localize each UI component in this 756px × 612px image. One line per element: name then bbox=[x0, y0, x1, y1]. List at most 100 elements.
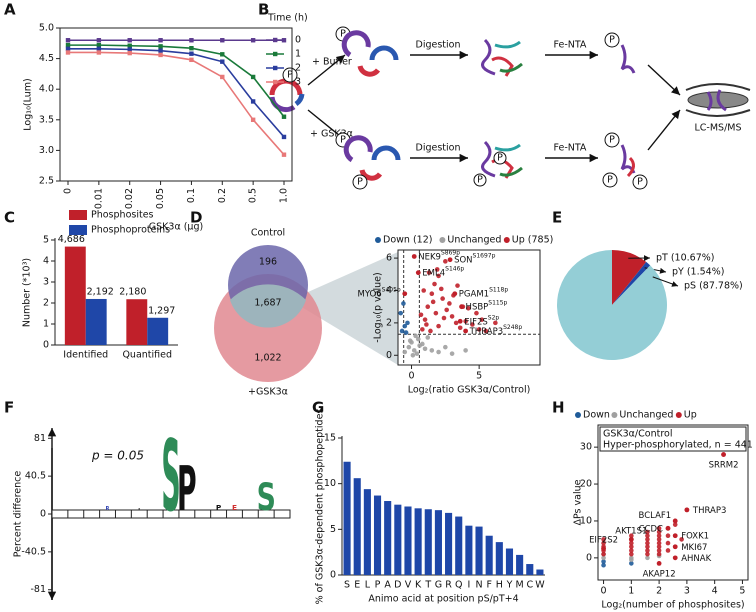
point bbox=[127, 43, 132, 48]
point bbox=[474, 310, 479, 316]
legend-swatch bbox=[69, 225, 87, 235]
annotation: PGAM1S118p bbox=[459, 287, 509, 300]
point bbox=[656, 529, 662, 535]
point bbox=[656, 551, 662, 557]
logo-letter: R bbox=[106, 506, 110, 512]
point bbox=[436, 273, 441, 279]
leader-line bbox=[652, 276, 679, 287]
point bbox=[601, 551, 606, 557]
point bbox=[425, 335, 431, 340]
point bbox=[65, 42, 71, 48]
box-text: Hyper-phosphorylated, n = 441 bbox=[603, 440, 753, 451]
point bbox=[65, 50, 71, 55]
annotation: EIF2SS2p bbox=[464, 314, 499, 327]
x-tick-label: Identified bbox=[63, 350, 108, 361]
x-tick-label: M bbox=[516, 580, 524, 591]
point bbox=[402, 349, 408, 355]
phospho: P bbox=[609, 135, 615, 146]
y-tick-label: 4 bbox=[386, 285, 392, 296]
y-tick-label: 0 bbox=[330, 570, 336, 581]
y-axis-label: Log₁₀(Lum) bbox=[23, 78, 34, 130]
point bbox=[158, 38, 163, 43]
annotation: EML4S146p bbox=[422, 266, 464, 279]
y-tick-label: 30 bbox=[580, 442, 592, 453]
point bbox=[430, 299, 436, 305]
logo-letter: S bbox=[257, 476, 276, 520]
point bbox=[414, 351, 420, 356]
x-tick-label: N bbox=[475, 580, 482, 591]
legend-label: Phosphoproteins bbox=[91, 225, 170, 236]
annotated-point bbox=[684, 507, 690, 513]
annotation: EIF2S2 bbox=[589, 535, 618, 545]
x-tick-label: 4 bbox=[712, 586, 718, 597]
point bbox=[96, 38, 102, 43]
point bbox=[415, 336, 421, 342]
bar bbox=[455, 516, 463, 575]
y-tick-label: 3.5 bbox=[39, 114, 54, 125]
y-tick-label: 4.5 bbox=[39, 53, 54, 64]
annotation: FOXK1 bbox=[681, 531, 709, 541]
condition-label: + GSK3α bbox=[310, 129, 353, 140]
point bbox=[96, 46, 102, 52]
legend-label: 1 bbox=[295, 49, 301, 60]
panel-label: G bbox=[312, 399, 324, 417]
legend-marker bbox=[503, 237, 510, 243]
x-tick-label: 0 bbox=[409, 371, 415, 382]
legend-label: Up (785) bbox=[512, 235, 554, 246]
point bbox=[656, 548, 662, 553]
annotation-site: S405p bbox=[382, 287, 401, 294]
point bbox=[629, 540, 634, 546]
x-tick-label: 0.1 bbox=[186, 188, 197, 203]
point bbox=[466, 306, 471, 311]
y-tick-label: 1 bbox=[43, 319, 49, 330]
panel-label: H bbox=[552, 399, 565, 417]
annotated-point bbox=[415, 270, 421, 276]
annotation-site: S2p bbox=[488, 314, 500, 321]
point bbox=[158, 52, 163, 58]
panel-label: E bbox=[552, 209, 562, 227]
point bbox=[629, 533, 634, 539]
legend-marker bbox=[675, 412, 682, 418]
x-tick-label: 5 bbox=[739, 586, 745, 597]
point bbox=[455, 283, 460, 288]
annotation-label: SON bbox=[454, 255, 472, 265]
plot-frame bbox=[59, 27, 293, 182]
x-tick-label: C bbox=[526, 580, 533, 591]
annotation-label: FOXK1 bbox=[681, 531, 709, 541]
phospho: P bbox=[637, 177, 643, 188]
point bbox=[447, 301, 452, 306]
x-tick-label: H bbox=[496, 580, 503, 591]
bar bbox=[495, 542, 503, 575]
point bbox=[601, 562, 606, 568]
point bbox=[158, 44, 163, 49]
annotation: THRAP3 bbox=[692, 505, 727, 515]
pie-label: pT (10.67%) bbox=[656, 253, 715, 264]
point bbox=[601, 540, 606, 546]
annotation: p = 0.05 bbox=[91, 449, 144, 463]
annotation: AKAP12 bbox=[643, 569, 676, 579]
venn-label: +GSK3α bbox=[248, 387, 288, 398]
annotation: AKT1S1 bbox=[615, 526, 647, 536]
y-tick-label: -81 bbox=[30, 584, 46, 595]
annotated-point bbox=[457, 318, 463, 324]
point bbox=[403, 330, 409, 335]
point bbox=[127, 50, 132, 56]
legend-label: 3 bbox=[295, 77, 301, 88]
point bbox=[665, 540, 671, 546]
bar bbox=[394, 504, 402, 575]
logo-letter: P bbox=[138, 508, 140, 511]
y-axis-label: % of GSK3α-dependent phosphopeptides bbox=[315, 409, 326, 605]
legend-swatch bbox=[69, 210, 87, 220]
bar bbox=[445, 512, 453, 575]
annotation-label: NEK9 bbox=[418, 252, 441, 262]
x-tick-label: 0 bbox=[63, 188, 74, 194]
point bbox=[432, 281, 437, 287]
panel-label: C bbox=[4, 209, 15, 227]
point bbox=[679, 537, 684, 542]
point bbox=[189, 57, 194, 63]
annotation: THRAP3S248p bbox=[469, 324, 523, 337]
point bbox=[422, 317, 428, 322]
legend-label: Unchanged bbox=[619, 410, 673, 421]
y-tick-label: 2 bbox=[386, 317, 392, 328]
y-tick-label: 0 bbox=[586, 552, 592, 563]
